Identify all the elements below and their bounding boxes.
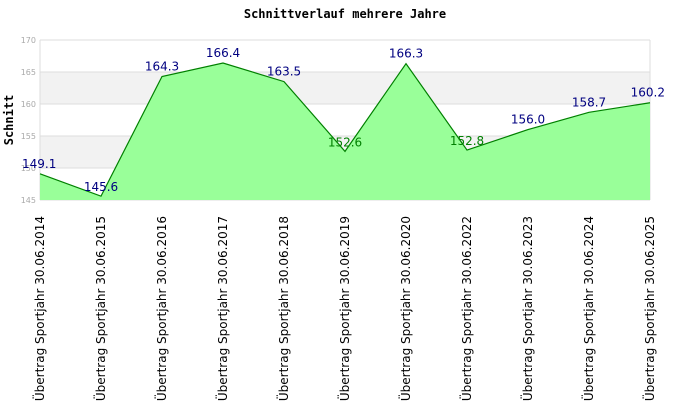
x-tick-label: Übertrag Sportjahr 30.06.2017 [214, 216, 230, 401]
data-label: 145.6 [84, 180, 118, 194]
area-fill [40, 63, 650, 200]
data-label: 149.1 [22, 157, 56, 171]
y-axis-ticks: 145 150 155 160 165 170 [21, 36, 36, 205]
data-label: 152.6 [328, 135, 362, 149]
series-line [39, 62, 651, 197]
x-tick-label: Übertrag Sportjahr 30.06.2015 [92, 216, 108, 401]
grid-band [40, 40, 650, 72]
grid-band [40, 72, 650, 104]
data-label: 158.7 [572, 95, 606, 109]
y-tick-label: 155 [21, 132, 36, 141]
y-tick-label: 165 [21, 68, 36, 77]
data-label: 164.3 [145, 59, 179, 73]
data-label: 166.4 [206, 46, 240, 60]
x-tick-label: Übertrag Sportjahr 30.06.2019 [336, 216, 352, 401]
data-labels: 149.1 145.6 164.3 166.4 163.5 152.6 166.3 152.8… [22, 46, 665, 194]
x-tick-label: Übertrag Sportjahr 30.06.2016 [153, 216, 169, 401]
x-tick-label: Übertrag Sportjahr 30.06.2022 [458, 216, 474, 401]
data-label: 152.8 [450, 134, 484, 148]
data-label: 156.0 [511, 113, 545, 127]
data-label: 160.2 [631, 86, 665, 100]
x-tick-label: Übertrag Sportjahr 30.06.2018 [275, 216, 291, 401]
y-tick-label: 145 [21, 196, 36, 205]
x-tick-label: Übertrag Sportjahr 30.06.2025 [641, 216, 657, 401]
x-tick-label: Übertrag Sportjahr 30.06.2023 [519, 216, 535, 401]
data-label: 163.5 [267, 65, 301, 79]
area-layer [39, 62, 651, 200]
y-tick-label: 150 [21, 164, 36, 173]
y-tick-label: 160 [21, 100, 36, 109]
x-axis-ticks: Übertrag Sportjahr 30.06.2014 Übertrag Sp… [31, 216, 657, 401]
y-tick-label: 170 [21, 36, 36, 45]
x-tick-label: Übertrag Sportjahr 30.06.2020 [397, 216, 413, 401]
x-tick-label: Übertrag Sportjahr 30.06.2014 [31, 216, 47, 401]
data-label: 166.3 [389, 47, 423, 61]
chart-title: Schnittverlauf mehrere Jahre [244, 7, 446, 21]
y-axis-label: Schnitt [2, 95, 16, 146]
x-tick-label: Übertrag Sportjahr 30.06.2024 [580, 216, 596, 401]
